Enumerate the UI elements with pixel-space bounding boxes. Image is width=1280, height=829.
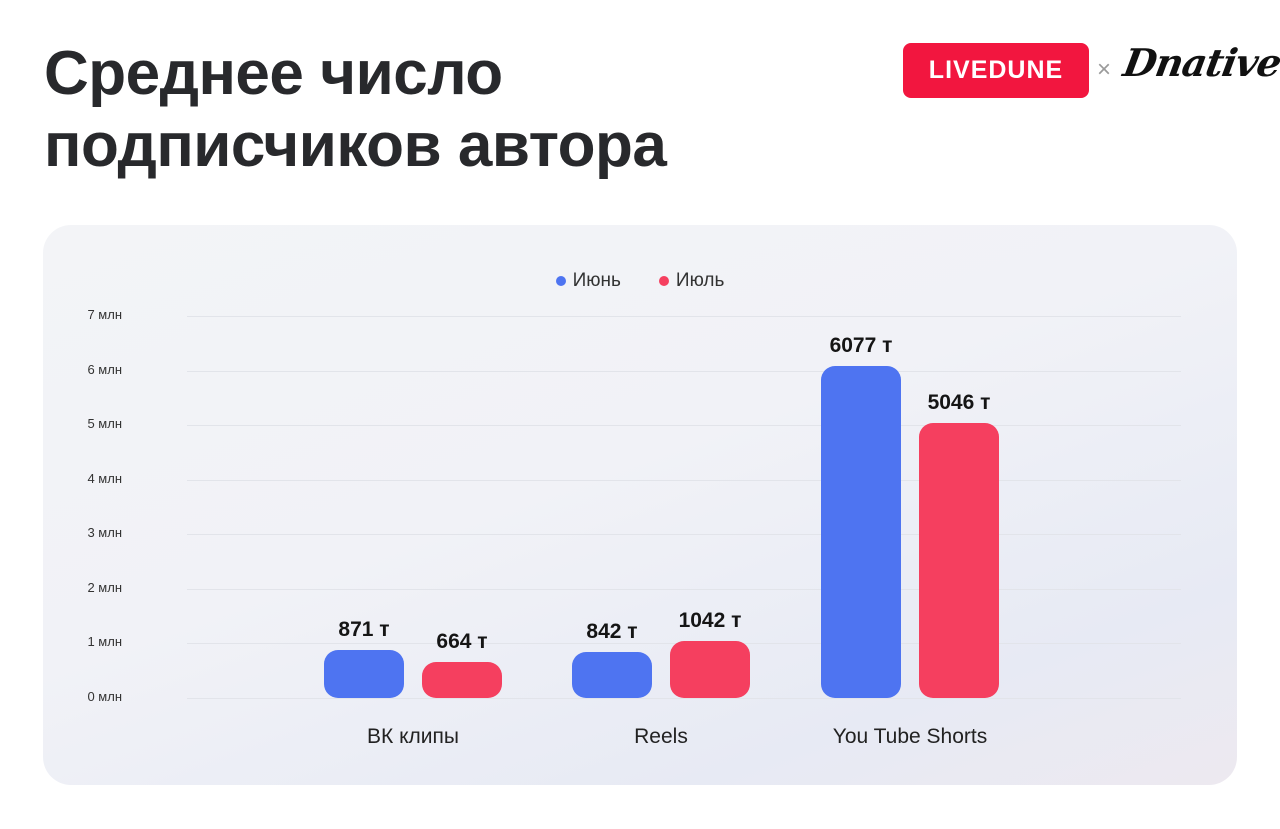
y-axis-tick-label: 7 млн: [87, 307, 122, 322]
dnative-logo: Dnative: [1120, 40, 1280, 85]
page-title: Среднее число подписчиков автора: [44, 38, 667, 182]
bar: [324, 650, 404, 698]
y-axis-tick-label: 3 млн: [87, 525, 122, 541]
legend-dot-icon: [555, 276, 566, 286]
bar: [919, 422, 999, 698]
y-axis-tick-label: 2 млн: [87, 579, 122, 595]
y-axis-tick-label: 6 млн: [87, 361, 122, 377]
gridline: [187, 479, 1181, 481]
gridline: [187, 588, 1181, 590]
brand-separator: ×: [1097, 56, 1112, 83]
legend-label: Июнь: [572, 270, 621, 291]
bar: [422, 661, 502, 698]
bar-value-label: 664 т: [436, 629, 488, 653]
bar-value-label: 871 т: [338, 618, 390, 642]
gridline: [187, 316, 1181, 317]
bar-value-label: 1042 т: [678, 609, 742, 633]
gridline: [187, 534, 1181, 536]
chart-legend: Июнь Июль: [0, 270, 1280, 292]
y-axis-tick-label: 1 млн: [87, 634, 122, 650]
gridline: [187, 425, 1181, 427]
legend-dot-icon: [658, 276, 669, 286]
legend-label: Июль: [675, 270, 725, 291]
title-line-1: Среднее число: [44, 39, 503, 108]
legend-item: Июль: [658, 270, 725, 292]
x-axis-category-label: ВК клипы: [367, 725, 459, 748]
y-axis-tick-label: 5 млн: [87, 416, 122, 432]
title-line-2: подписчиков автора: [44, 111, 667, 180]
chart-card: [43, 225, 1237, 785]
y-axis-tick-label: 0 млн: [87, 689, 122, 704]
gridline: [187, 370, 1181, 372]
bar-value-label: 5046 т: [927, 390, 991, 414]
livedune-logo: LIVEDUNE: [903, 43, 1089, 98]
bar: [572, 652, 652, 698]
x-axis-category-label: Reels: [634, 725, 688, 748]
gridline: [187, 698, 1181, 699]
bar-value-label: 6077 т: [829, 334, 893, 358]
y-axis-tick-label: 4 млн: [87, 470, 122, 486]
bar: [821, 366, 901, 698]
bar-value-label: 842 т: [586, 620, 638, 644]
x-axis-category-label: You Tube Shorts: [832, 725, 988, 748]
bar: [670, 641, 750, 698]
legend-item: Июнь: [555, 270, 621, 292]
